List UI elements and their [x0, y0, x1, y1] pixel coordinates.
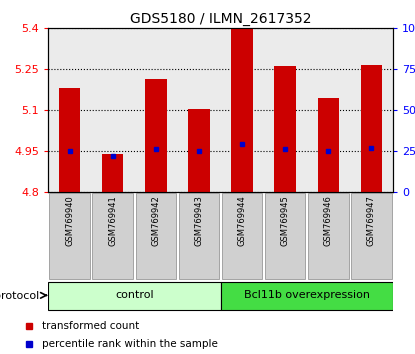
- Bar: [361, 65, 382, 192]
- Text: GSM769943: GSM769943: [195, 195, 203, 246]
- FancyBboxPatch shape: [265, 193, 305, 279]
- Bar: [231, 29, 253, 192]
- Text: GSM769945: GSM769945: [281, 195, 290, 246]
- FancyBboxPatch shape: [220, 281, 393, 310]
- FancyBboxPatch shape: [49, 193, 90, 279]
- Text: control: control: [115, 290, 154, 300]
- Text: GSM769944: GSM769944: [237, 195, 247, 246]
- Bar: [188, 109, 210, 192]
- Title: GDS5180 / ILMN_2617352: GDS5180 / ILMN_2617352: [130, 12, 311, 25]
- FancyBboxPatch shape: [179, 193, 219, 279]
- Bar: [102, 154, 124, 192]
- FancyBboxPatch shape: [308, 193, 349, 279]
- Bar: [59, 88, 81, 192]
- Text: GSM769947: GSM769947: [367, 195, 376, 246]
- Text: protocol: protocol: [0, 291, 40, 301]
- Text: GSM769940: GSM769940: [65, 195, 74, 246]
- FancyBboxPatch shape: [222, 193, 262, 279]
- Text: Bcl11b overexpression: Bcl11b overexpression: [244, 290, 370, 300]
- Text: transformed count: transformed count: [42, 321, 139, 331]
- FancyBboxPatch shape: [136, 193, 176, 279]
- Text: percentile rank within the sample: percentile rank within the sample: [42, 339, 217, 349]
- Bar: [317, 98, 339, 192]
- FancyBboxPatch shape: [351, 193, 392, 279]
- Text: GSM769942: GSM769942: [151, 195, 160, 246]
- Bar: [145, 79, 166, 192]
- FancyBboxPatch shape: [48, 281, 220, 310]
- Bar: [274, 66, 296, 192]
- FancyBboxPatch shape: [93, 193, 133, 279]
- Text: GSM769941: GSM769941: [108, 195, 117, 246]
- Text: GSM769946: GSM769946: [324, 195, 333, 246]
